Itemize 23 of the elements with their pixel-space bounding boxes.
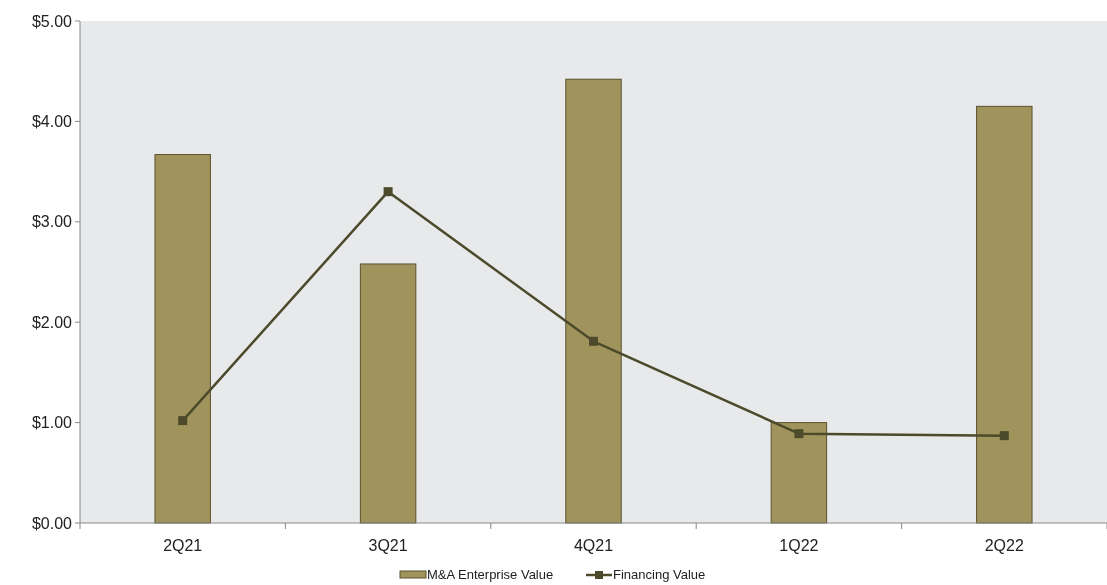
y-tick-label: $0.00 [31,514,73,532]
bar [154,154,211,524]
bar [976,105,1033,524]
x-tick-label: 3Q21 [368,537,408,554]
point [178,416,188,426]
x-tick-label: 2Q22 [984,537,1024,554]
bar [359,263,417,524]
legend-label: M&A Enterprise Value [427,567,554,582]
y-tick-label: $3.00 [31,213,73,231]
x-tick-label: 2Q21 [163,537,203,554]
point [589,336,598,346]
y-tick-label: $4.00 [31,113,73,130]
x-tick-label: 4Q21 [573,537,614,554]
point [383,187,393,197]
bar [565,78,622,524]
y-tick-label: $5.00 [31,12,73,30]
x-tick-label: 1Q22 [779,537,819,554]
y-tick-label: $2.00 [31,313,73,331]
point [794,429,804,439]
legend-label: Financing Value [613,567,706,582]
point [999,431,1009,441]
bar [770,422,828,524]
y-tick-label: $1.00 [31,414,73,432]
